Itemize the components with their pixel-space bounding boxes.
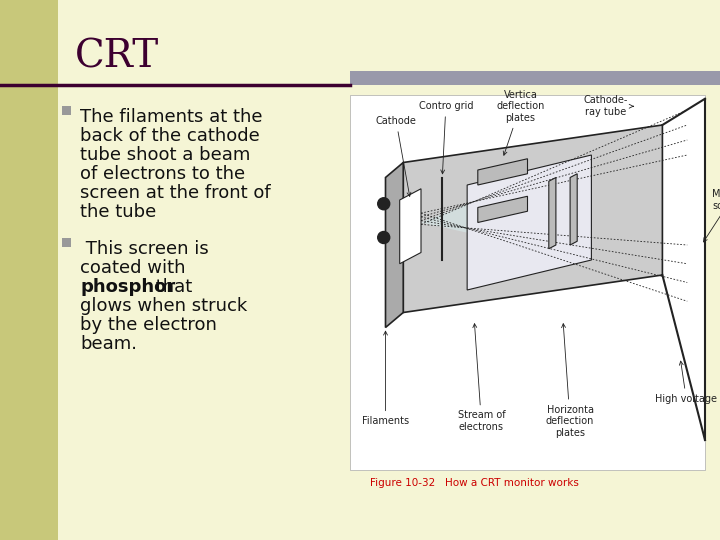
Text: Figure 10-32   How a CRT monitor works: Figure 10-32 How a CRT monitor works <box>370 478 579 488</box>
Text: glows when struck: glows when struck <box>80 297 247 315</box>
Circle shape <box>378 232 390 244</box>
Text: of electrons to the: of electrons to the <box>80 165 245 183</box>
Text: Filaments: Filaments <box>362 331 409 426</box>
Text: Cathode: Cathode <box>376 116 417 197</box>
Bar <box>62 238 71 247</box>
Text: coated with: coated with <box>80 259 186 277</box>
Polygon shape <box>421 155 591 260</box>
Text: Vertica
deflection
plates: Vertica deflection plates <box>496 90 544 155</box>
Polygon shape <box>400 189 421 264</box>
Text: Horizonta
deflection
plates: Horizonta deflection plates <box>546 323 594 438</box>
Polygon shape <box>467 155 591 290</box>
Text: the tube: the tube <box>80 203 156 221</box>
Polygon shape <box>478 196 528 222</box>
Text: by the electron: by the electron <box>80 316 217 334</box>
Polygon shape <box>385 163 403 327</box>
Text: phosphor: phosphor <box>80 278 175 296</box>
Bar <box>350 71 720 85</box>
Bar <box>62 106 71 115</box>
Text: Stream of
electrons: Stream of electrons <box>457 323 505 432</box>
Text: back of the cathode: back of the cathode <box>80 127 260 145</box>
Polygon shape <box>403 125 662 313</box>
Text: CRT: CRT <box>75 38 159 75</box>
Text: The filaments at the: The filaments at the <box>80 108 263 126</box>
Text: that: that <box>150 278 193 296</box>
Polygon shape <box>478 159 528 185</box>
Text: Contro grid: Contro grid <box>418 102 473 174</box>
Text: Cathode-
ray tube: Cathode- ray tube <box>583 96 634 117</box>
Polygon shape <box>570 174 577 245</box>
Text: Monitor
screen: Monitor screen <box>703 189 720 242</box>
Text: tube shoot a beam: tube shoot a beam <box>80 146 251 164</box>
Text: High voltage: High voltage <box>655 361 717 404</box>
Bar <box>0 0 58 540</box>
Circle shape <box>378 198 390 210</box>
Bar <box>350 95 705 470</box>
Text: beam.: beam. <box>80 335 137 353</box>
Polygon shape <box>549 178 556 249</box>
Text: screen at the front of: screen at the front of <box>80 184 271 202</box>
Text: This screen is: This screen is <box>80 240 209 258</box>
